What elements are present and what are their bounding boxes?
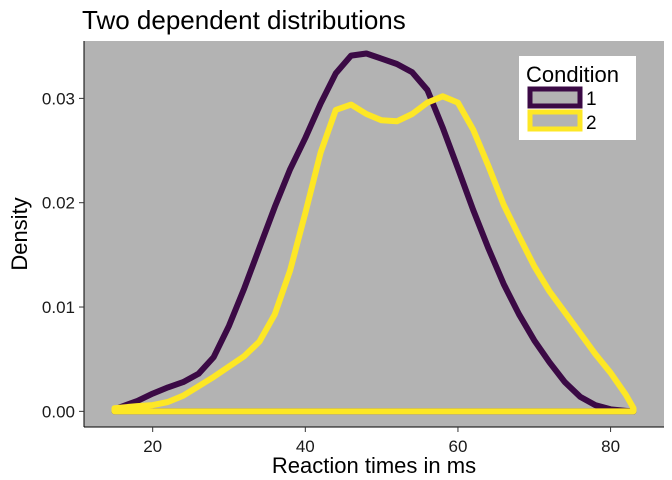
x-tick-label: 40 <box>296 437 315 456</box>
legend: Condition 1 2 <box>519 56 636 140</box>
x-axis-title: Reaction times in ms <box>272 453 476 478</box>
x-tick-label: 20 <box>143 437 162 456</box>
y-tick-label: 0.02 <box>42 194 75 213</box>
y-tick-label: 0.00 <box>42 402 75 421</box>
density-curve-condition-1 <box>111 50 637 415</box>
chart-title: Two dependent distributions <box>82 5 406 35</box>
legend-key-condition-2 <box>527 109 583 132</box>
legend-label-condition-2: 2 <box>586 113 597 134</box>
legend-label-condition-1: 1 <box>586 89 597 110</box>
y-axis-title: Density <box>7 197 32 270</box>
y-tick-label: 0.01 <box>42 298 75 317</box>
x-tick-label: 80 <box>601 437 620 456</box>
density-curve-condition-2 <box>111 93 637 415</box>
y-axis: 0.00 0.01 0.02 0.03 <box>42 41 85 427</box>
x-tick-label: 60 <box>448 437 467 456</box>
legend-key-condition-1 <box>527 86 583 109</box>
y-tick-label: 0.03 <box>42 89 75 108</box>
x-axis: 20 40 60 80 <box>84 426 664 456</box>
density-curves <box>111 50 637 415</box>
legend-title: Condition <box>526 62 619 87</box>
